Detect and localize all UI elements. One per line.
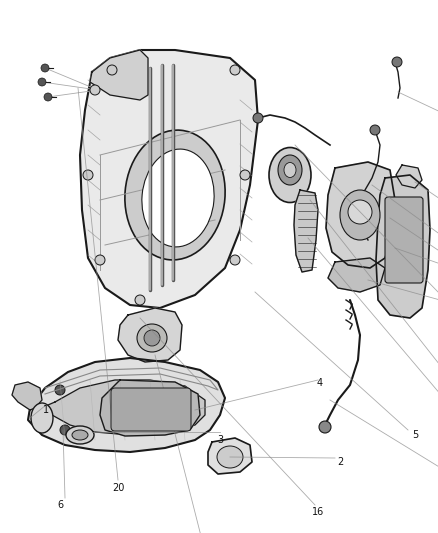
Circle shape (55, 385, 65, 395)
Text: 20: 20 (112, 483, 124, 493)
Circle shape (319, 421, 331, 433)
Ellipse shape (269, 148, 311, 203)
Text: 6: 6 (57, 500, 63, 510)
Circle shape (253, 113, 263, 123)
Circle shape (38, 78, 46, 86)
Ellipse shape (142, 149, 214, 247)
Circle shape (240, 170, 250, 180)
Circle shape (135, 295, 145, 305)
Circle shape (348, 200, 372, 224)
FancyBboxPatch shape (385, 197, 423, 283)
Ellipse shape (340, 190, 380, 240)
Polygon shape (90, 50, 148, 100)
Circle shape (95, 255, 105, 265)
Circle shape (230, 65, 240, 75)
Circle shape (392, 57, 402, 67)
FancyBboxPatch shape (111, 388, 191, 431)
Polygon shape (12, 382, 42, 410)
Polygon shape (208, 438, 252, 474)
Ellipse shape (278, 155, 302, 185)
Polygon shape (328, 258, 385, 292)
Circle shape (41, 64, 49, 72)
Circle shape (144, 330, 160, 346)
Circle shape (83, 170, 93, 180)
Ellipse shape (217, 446, 243, 468)
Ellipse shape (284, 163, 296, 177)
Circle shape (44, 93, 52, 101)
Ellipse shape (125, 130, 225, 260)
Ellipse shape (72, 430, 88, 440)
Polygon shape (28, 358, 225, 452)
Text: 5: 5 (412, 430, 418, 440)
Text: 2: 2 (337, 457, 343, 467)
Polygon shape (48, 380, 205, 435)
Ellipse shape (66, 426, 94, 444)
Text: 1: 1 (43, 405, 49, 415)
Polygon shape (294, 190, 318, 272)
Ellipse shape (137, 324, 167, 352)
Text: 3: 3 (217, 435, 223, 445)
Circle shape (60, 425, 70, 435)
Ellipse shape (31, 403, 53, 433)
Polygon shape (118, 308, 182, 362)
Polygon shape (376, 175, 430, 318)
Circle shape (90, 85, 100, 95)
Circle shape (230, 255, 240, 265)
Polygon shape (80, 50, 258, 308)
Text: 16: 16 (312, 507, 324, 517)
Polygon shape (100, 380, 200, 436)
Circle shape (370, 125, 380, 135)
Polygon shape (396, 165, 422, 188)
Polygon shape (326, 162, 395, 268)
Circle shape (107, 65, 117, 75)
Text: 4: 4 (317, 378, 323, 388)
